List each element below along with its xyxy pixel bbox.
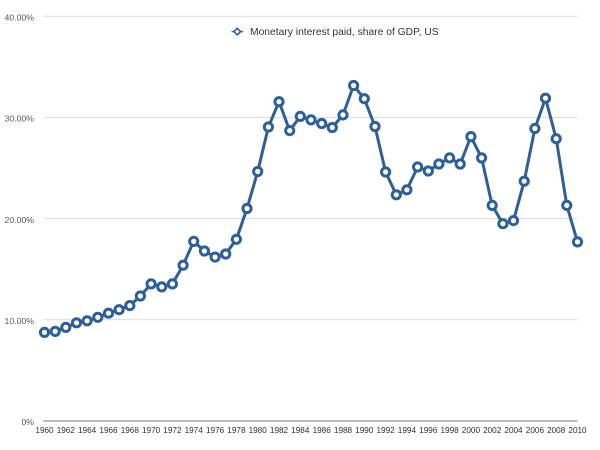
svg-text:1990: 1990	[355, 426, 374, 435]
svg-text:1996: 1996	[419, 426, 438, 435]
svg-text:1970: 1970	[142, 426, 161, 435]
svg-text:1960: 1960	[35, 426, 54, 435]
svg-text:1998: 1998	[440, 426, 459, 435]
svg-text:2006: 2006	[526, 426, 545, 435]
svg-text:1986: 1986	[313, 426, 332, 435]
svg-text:1982: 1982	[270, 426, 289, 435]
svg-text:10.00%: 10.00%	[5, 316, 35, 326]
svg-text:1964: 1964	[78, 426, 97, 435]
svg-text:1978: 1978	[227, 426, 246, 435]
svg-text:2008: 2008	[547, 426, 566, 435]
svg-text:1992: 1992	[376, 426, 395, 435]
svg-text:2004: 2004	[504, 426, 523, 435]
svg-text:1984: 1984	[291, 426, 310, 435]
svg-text:1966: 1966	[99, 426, 118, 435]
svg-text:1974: 1974	[185, 426, 204, 435]
svg-text:1976: 1976	[206, 426, 225, 435]
svg-text:1988: 1988	[334, 426, 353, 435]
svg-text:1962: 1962	[57, 426, 76, 435]
svg-text:1980: 1980	[249, 426, 268, 435]
svg-text:1972: 1972	[163, 426, 182, 435]
svg-text:0%: 0%	[21, 417, 34, 427]
svg-text:40.00%: 40.00%	[5, 12, 35, 22]
svg-text:2002: 2002	[483, 426, 502, 435]
svg-text:2000: 2000	[462, 426, 481, 435]
svg-text:20.00%: 20.00%	[5, 215, 35, 225]
svg-text:1968: 1968	[121, 426, 140, 435]
svg-text:30.00%: 30.00%	[5, 114, 35, 124]
svg-text:2010: 2010	[568, 426, 587, 435]
svg-text:Monetary interest paid, share: Monetary interest paid, share of GDP, US	[250, 27, 439, 38]
svg-text:1994: 1994	[398, 426, 417, 435]
